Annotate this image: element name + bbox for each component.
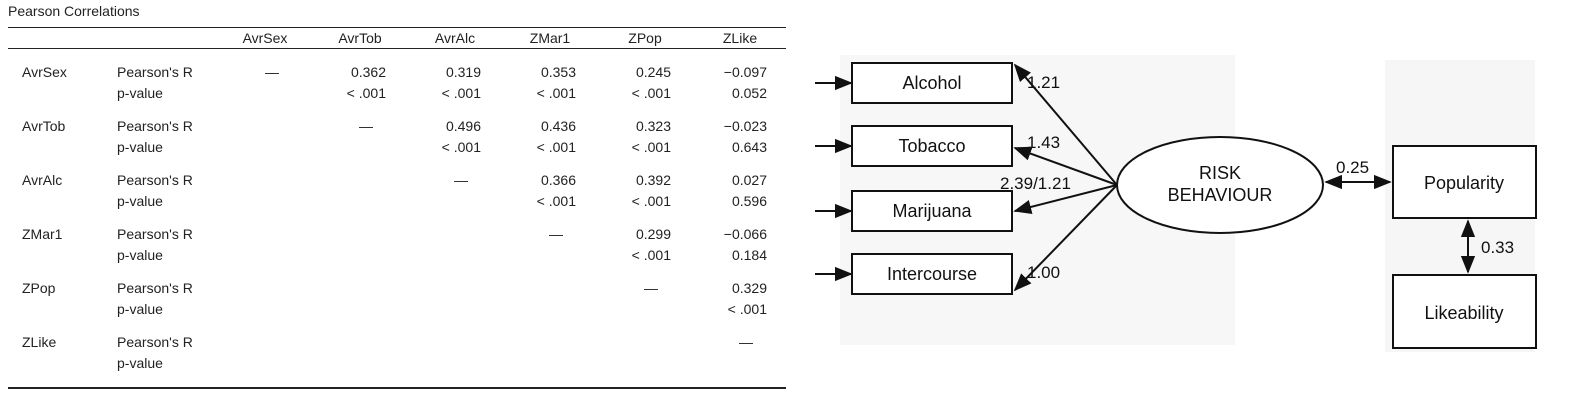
row-label: AvrAlc [22,172,63,188]
p-value-label: p-value [117,301,163,317]
p-value: < .001 [346,85,386,101]
popularity-likeability-coefficient: 0.33 [1481,238,1514,257]
row-label: ZMar1 [22,226,63,242]
loading-arrow [1013,146,1118,186]
p-value: < .001 [536,139,576,155]
p-value: < .001 [727,301,767,317]
correlation-value: — [644,280,658,296]
likeability-label: Likeability [1424,303,1503,323]
correlation-value: −0.023 [723,118,767,134]
correlation-value: — [739,334,753,350]
p-value: < .001 [441,85,481,101]
pearson-r-label: Pearson's R [117,280,193,296]
correlation-value: — [549,226,563,242]
correlation-value: 0.353 [540,64,576,80]
p-value-label: p-value [117,355,163,371]
p-value: < .001 [631,85,671,101]
correlation-value: — [265,64,279,80]
p-value: 0.052 [731,85,767,101]
pearson-r-label: Pearson's R [117,118,193,134]
popularity-box [1392,145,1537,219]
p-value: < .001 [631,139,671,155]
indicator-box [851,125,1013,167]
indicator-box [851,62,1013,104]
column-header: ZMar1 [529,30,571,46]
p-value-label: p-value [117,139,163,155]
indicator-box [851,190,1013,232]
path-diagram-svg: Alcohol 1.21 Tobacco 1.43 Marijuana 2.39/1.21… [815,55,1537,352]
p-value: < .001 [536,85,576,101]
indicator-label: Marijuana [892,201,972,221]
likeability-box [1392,274,1537,349]
loading-arrow [1013,63,1118,186]
correlation-value: 0.027 [731,172,767,188]
correlation-value: 0.323 [635,118,671,134]
p-value-label: p-value [117,247,163,263]
row-label: AvrTob [22,118,66,134]
correlation-value: 0.366 [540,172,576,188]
p-value: 0.184 [731,247,767,263]
correlation-value: 0.319 [445,64,481,80]
correlation-value: 0.436 [540,118,576,134]
p-value: < .001 [631,247,671,263]
pearson-r-label: Pearson's R [117,334,193,350]
path-diagram: Alcohol 1.21 Tobacco 1.43 Marijuana 2.39/1.21… [795,0,1588,408]
column-header: ZPop [628,30,662,46]
p-value-label: p-value [117,85,163,101]
indicator-box [851,253,1013,295]
correlation-value: 0.392 [635,172,671,188]
loading-arrow [1013,184,1118,292]
row-label: ZPop [22,280,56,296]
correlation-value: 0.329 [731,280,767,296]
pearson-r-label: Pearson's R [117,226,193,242]
correlation-value: 0.496 [445,118,481,134]
column-header: AvrAlc [434,30,476,46]
correlation-value: 0.299 [635,226,671,242]
row-label: AvrSex [22,64,67,80]
correlation-value: 0.245 [635,64,671,80]
correlation-value: 0.362 [350,64,386,80]
latent-label-line1: RISK [1199,163,1241,183]
table-header-rule [8,48,786,49]
pearson-r-label: Pearson's R [117,64,193,80]
p-value: < .001 [441,139,481,155]
correlation-value: — [359,118,373,134]
correlation-value: — [454,172,468,188]
latent-label-line2: BEHAVIOUR [1168,185,1273,205]
column-header: AvrTob [338,30,382,46]
table-title: Pearson Correlations [8,3,140,19]
risk-popularity-coefficient: 0.25 [1336,158,1369,177]
table-top-rule [8,27,786,28]
p-value-label: p-value [117,193,163,209]
loading-coefficient: 1.00 [1027,263,1060,282]
indicator-label: Alcohol [902,73,961,93]
pearson-correlations-table: Pearson Correlations AvrSex Pearson's R p-… [8,3,786,389]
loading-coefficient: 1.21 [1027,73,1060,92]
loading-arrow [1013,184,1118,214]
indicator-label: Tobacco [898,136,965,156]
correlation-value: −0.097 [723,64,767,80]
pearson-r-label: Pearson's R [117,172,193,188]
loading-coefficient: 1.43 [1027,133,1060,152]
column-header: ZLike [722,30,758,46]
indicator-label: Intercourse [887,264,977,284]
table-bottom-rule [8,387,786,389]
p-value: 0.596 [731,193,767,209]
latent-risk-behaviour [1116,136,1324,234]
p-value: < .001 [536,193,576,209]
loading-coefficient: 2.39/1.21 [1000,174,1071,193]
column-header: AvrSex [242,30,288,46]
row-label: ZLike [22,334,57,350]
popularity-label: Popularity [1424,173,1504,193]
p-value: 0.643 [731,139,767,155]
p-value: < .001 [631,193,671,209]
correlation-value: −0.066 [723,226,767,242]
